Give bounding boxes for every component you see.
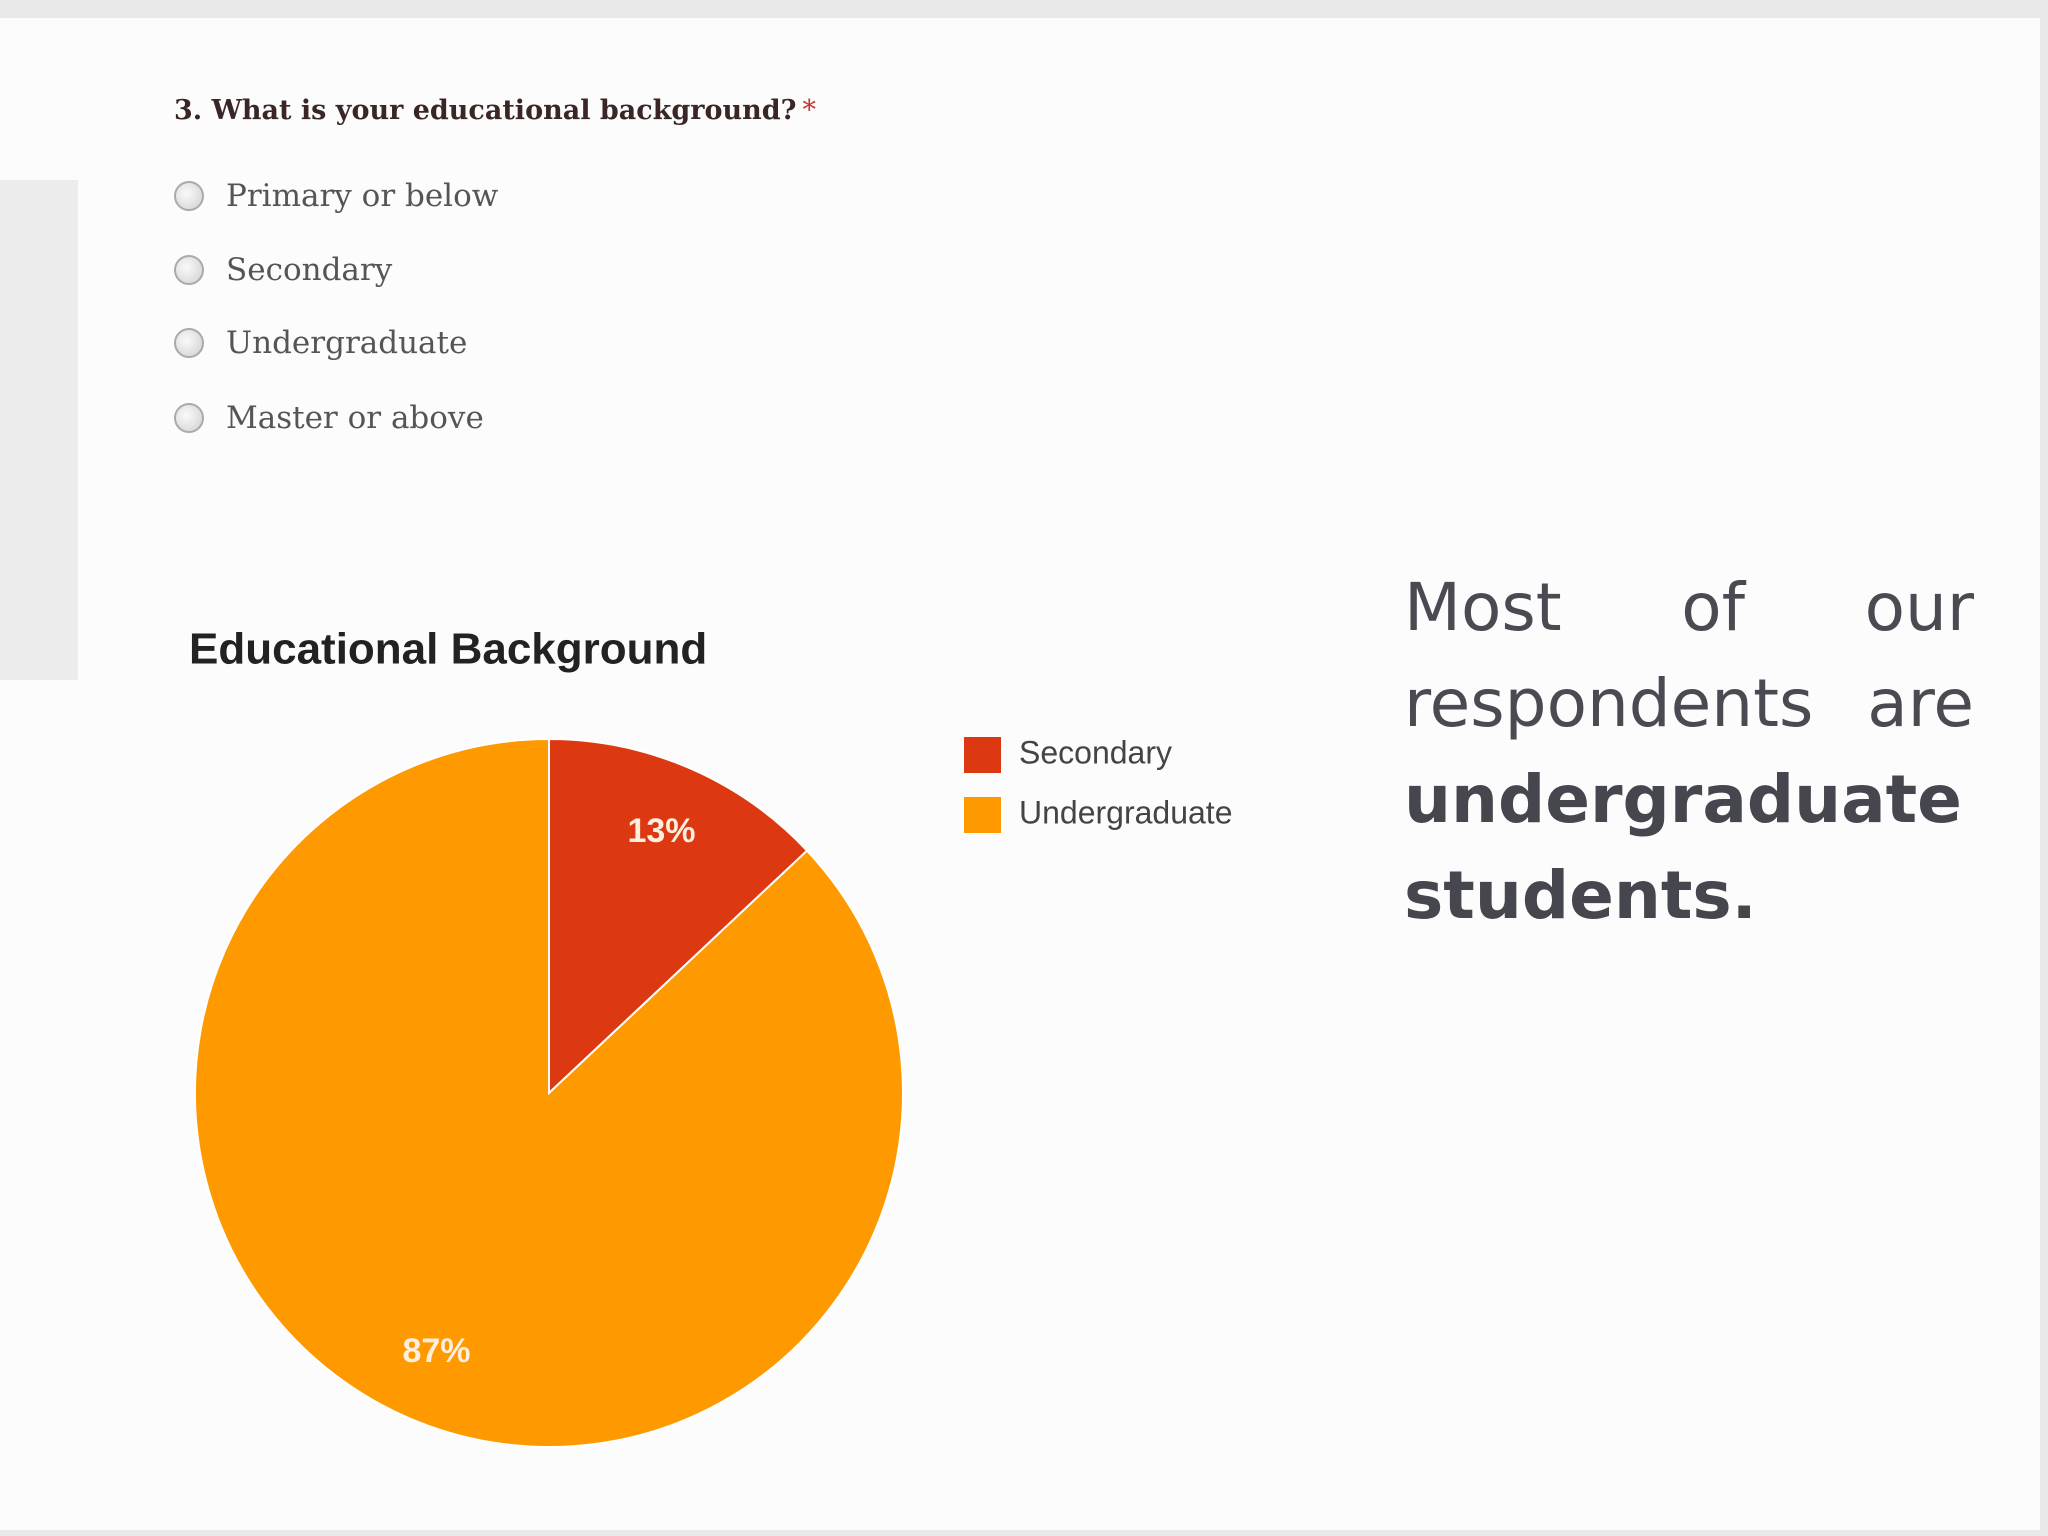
chart: Educational Background 13% Secondary 87% Un… <box>189 625 1232 1448</box>
legend-label: Undergraduate <box>1019 794 1232 830</box>
option[interactable]: Master or above <box>174 400 484 436</box>
option-label: Undergraduate <box>226 325 468 361</box>
legend-swatch <box>964 737 1001 773</box>
option[interactable]: Primary or below <box>174 178 498 214</box>
summary-text: Most of our respondents are <box>1404 569 1974 742</box>
option-label: Primary or below <box>226 178 499 214</box>
question-text: 3. What is your educational background? <box>174 95 797 126</box>
summary-emphasis: undergraduate students. <box>1404 761 1962 934</box>
pie-slice <box>194 737 904 1448</box>
legend-swatch <box>964 797 1001 833</box>
radio[interactable] <box>174 328 204 358</box>
option-label: Master or above <box>226 400 484 436</box>
required-mark: * <box>802 95 816 126</box>
option-label: Secondary <box>226 252 393 288</box>
radio[interactable] <box>174 255 204 285</box>
summary: Most of our respondents are undergraduat… <box>1404 560 1974 944</box>
slice-label: 87% <box>402 1332 470 1370</box>
slice-label: 13% <box>627 812 695 850</box>
radio[interactable] <box>174 403 204 433</box>
question: 3. What is your educational background? * <box>174 95 816 126</box>
chart-title: Educational Background <box>189 625 707 674</box>
option[interactable]: Secondary <box>174 252 392 288</box>
radio[interactable] <box>174 181 204 211</box>
legend-label: Secondary <box>1019 734 1172 770</box>
brush-stroke <box>0 180 78 680</box>
pie-slice <box>548 737 809 1096</box>
option[interactable]: Undergraduate <box>174 325 467 361</box>
